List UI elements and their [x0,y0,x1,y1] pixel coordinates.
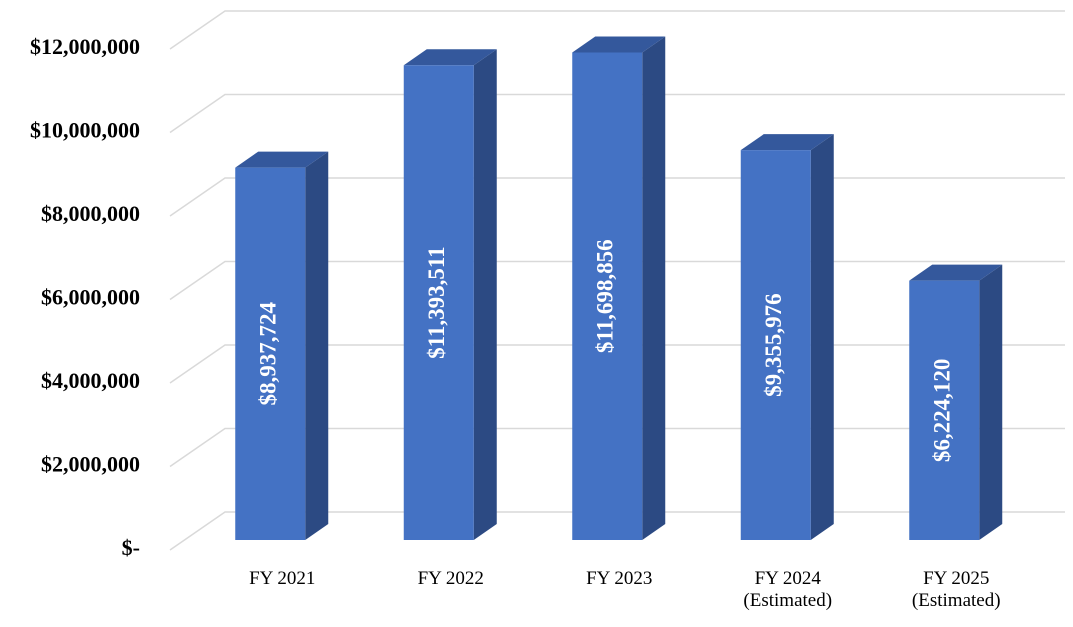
grid-line [169,10,1065,50]
y-tick-label: $6,000,000 [41,285,140,310]
y-tick-label: $12,000,000 [30,34,140,59]
y-tick-label: $10,000,000 [30,118,140,143]
bar-top [572,36,666,53]
value-label: $6,224,120 [930,359,955,463]
bar-top [740,134,834,151]
bar [909,264,1003,540]
bar-side [642,36,666,540]
x-tick-label: FY 2022 [417,568,484,589]
x-tick-label: FY 2025 (Estimated) [911,568,1001,611]
x-tick-label: FY 2024 (Estimated) [743,568,833,611]
x-tick-label: FY 2021 [249,568,316,589]
value-label: $11,698,856 [593,239,618,353]
bar-front [235,167,306,540]
bar-top [909,264,1003,281]
value-label: $11,393,511 [424,246,449,358]
bar [235,151,329,540]
bar-front [403,65,474,540]
y-tick-label: $2,000,000 [41,452,140,477]
value-label: $9,355,976 [761,293,786,397]
bar-side [979,264,1003,540]
bar-front [572,52,643,540]
y-tick-label: $4,000,000 [41,368,140,393]
grid-line [169,93,1065,134]
x-tick-label: FY 2023 [586,568,653,589]
y-tick-label: $8,000,000 [41,201,140,226]
bar-top [235,151,329,168]
bar-side [305,151,329,540]
bar-front [740,150,811,540]
bar [403,49,497,540]
bar-front [909,280,980,540]
value-label: $8,937,724 [256,302,281,406]
y-tick-label: $- [122,535,140,560]
bar-side [810,134,834,540]
bar-top [403,49,497,66]
bar [572,36,666,540]
bar-side [473,49,497,540]
bar [740,134,834,540]
